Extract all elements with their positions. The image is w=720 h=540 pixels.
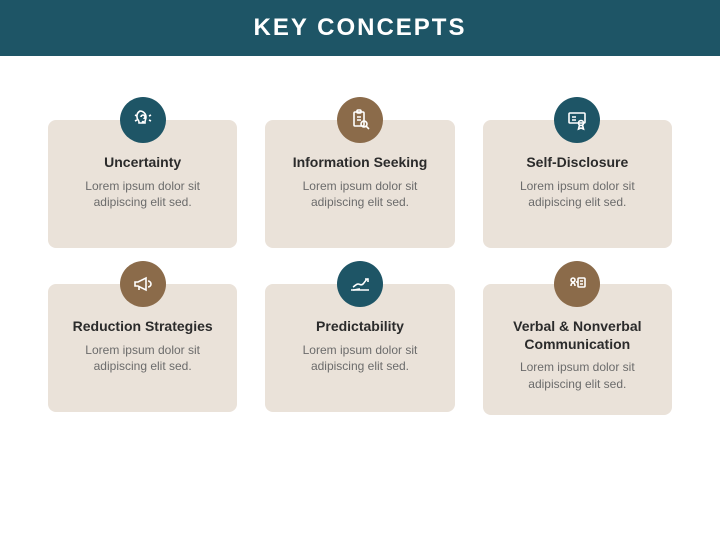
card-title: Self-Disclosure (526, 154, 628, 172)
card-information-seeking: Information Seeking Lorem ipsum dolor si… (265, 120, 454, 248)
head-question-icon (120, 97, 166, 143)
card-title: Information Seeking (293, 154, 428, 172)
card-grid: Uncertainty Lorem ipsum dolor sit adipis… (0, 56, 720, 439)
card-reduction-strategies: Reduction Strategies Lorem ipsum dolor s… (48, 284, 237, 415)
card-title: Reduction Strategies (73, 318, 213, 336)
card-title: Predictability (316, 318, 404, 336)
communication-icon (554, 261, 600, 307)
card-verbal-nonverbal: Verbal & Nonverbal Communication Lorem i… (483, 284, 672, 415)
card-text: Lorem ipsum dolor sit adipiscing elit se… (62, 178, 223, 212)
header-bar: KEY CONCEPTS (0, 0, 720, 56)
card-text: Lorem ipsum dolor sit adipiscing elit se… (497, 178, 658, 212)
card-uncertainty: Uncertainty Lorem ipsum dolor sit adipis… (48, 120, 237, 248)
card-predictability: Predictability Lorem ipsum dolor sit adi… (265, 284, 454, 415)
certificate-icon (554, 97, 600, 143)
card-text: Lorem ipsum dolor sit adipiscing elit se… (279, 178, 440, 212)
header-title: KEY CONCEPTS (254, 14, 467, 42)
megaphone-icon (120, 261, 166, 307)
card-text: Lorem ipsum dolor sit adipiscing elit se… (497, 359, 658, 393)
card-text: Lorem ipsum dolor sit adipiscing elit se… (62, 342, 223, 376)
clipboard-search-icon (337, 97, 383, 143)
chart-up-icon (337, 261, 383, 307)
card-self-disclosure: Self-Disclosure Lorem ipsum dolor sit ad… (483, 120, 672, 248)
card-title: Uncertainty (104, 154, 181, 172)
card-title: Verbal & Nonverbal Communication (497, 318, 658, 353)
card-text: Lorem ipsum dolor sit adipiscing elit se… (279, 342, 440, 376)
